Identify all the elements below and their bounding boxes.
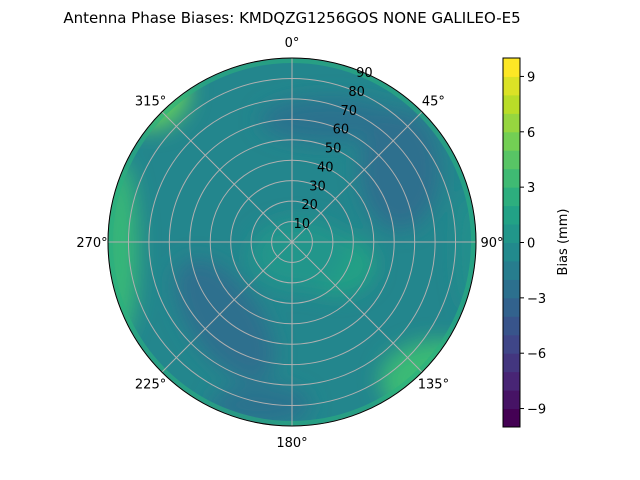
colorbar-tick-label: −9 bbox=[527, 403, 546, 418]
colorbar-band bbox=[503, 279, 520, 299]
theta-gridline bbox=[161, 111, 293, 243]
colorbar-band bbox=[503, 316, 520, 336]
theta-tick-label: 0° bbox=[285, 36, 300, 51]
r-tick-label: 70 bbox=[340, 104, 357, 119]
colorbar-band bbox=[503, 371, 520, 391]
colorbar-band bbox=[503, 187, 520, 207]
colorbar-band bbox=[503, 150, 520, 170]
colorbar-band bbox=[503, 76, 520, 96]
theta-tick-label: 225° bbox=[135, 377, 166, 392]
colorbar-band bbox=[503, 224, 520, 243]
contour-low-region bbox=[360, 110, 440, 230]
theta-tick-label: 180° bbox=[276, 436, 307, 451]
theta-tick-label: 45° bbox=[422, 95, 445, 110]
colorbar-band bbox=[503, 242, 520, 262]
polar-grid bbox=[107, 57, 477, 427]
polar-frame bbox=[107, 57, 477, 427]
contour-mid-region bbox=[458, 190, 476, 310]
colorbar-band bbox=[503, 94, 520, 114]
theta-gridline bbox=[161, 241, 293, 373]
theta-gridline bbox=[291, 241, 423, 373]
colorbar-band bbox=[503, 131, 520, 151]
contour-low-region bbox=[175, 259, 275, 381]
contour-high-region bbox=[110, 58, 190, 130]
contour-mid-region bbox=[250, 220, 350, 290]
theta-tick-label: 270° bbox=[76, 236, 107, 251]
colorbar-band bbox=[503, 113, 520, 133]
colorbar-tick-label: 9 bbox=[527, 70, 535, 85]
theta-tick-label: 90° bbox=[480, 236, 503, 251]
colorbar-band bbox=[503, 297, 520, 317]
colorbar-label: Bias (mm) bbox=[556, 209, 571, 276]
r-tick-label: 80 bbox=[348, 85, 365, 100]
contour-low-region bbox=[260, 98, 400, 142]
colorbar-band bbox=[503, 334, 520, 354]
colorbar-band bbox=[503, 58, 520, 77]
colorbar-band bbox=[503, 168, 520, 188]
r-tick-label: 20 bbox=[301, 198, 318, 213]
r-tick-label: 60 bbox=[333, 123, 350, 138]
colorbar-band bbox=[503, 353, 520, 373]
colorbar-band bbox=[503, 408, 520, 428]
colorbar-tick-label: −3 bbox=[527, 292, 546, 307]
r-tick-label: 30 bbox=[309, 179, 326, 194]
colorbar-tick-label: 3 bbox=[527, 181, 535, 196]
r-tick-label: 10 bbox=[294, 217, 311, 232]
colorbar-band bbox=[503, 260, 520, 280]
colorbar-band bbox=[503, 205, 520, 225]
colorbar-tick-label: 6 bbox=[527, 126, 535, 141]
theta-tick-label: 135° bbox=[418, 377, 449, 392]
colorbar-tick-label: −6 bbox=[527, 347, 546, 362]
colorbar-band bbox=[503, 390, 520, 410]
r-tick-label: 50 bbox=[325, 142, 342, 157]
colorbar: −9 −6 −3 0 3 6 9 Bias (mm) bbox=[502, 57, 571, 428]
r-tick-label: 90 bbox=[356, 66, 373, 81]
theta-tick-label: 315° bbox=[135, 95, 166, 110]
theta-gridline bbox=[291, 111, 423, 243]
chart-title: Antenna Phase Biases: KMDQZG1256GOS NONE… bbox=[63, 9, 520, 27]
colorbar-tick-label: 0 bbox=[527, 237, 535, 252]
r-tick-label: 40 bbox=[317, 160, 334, 175]
